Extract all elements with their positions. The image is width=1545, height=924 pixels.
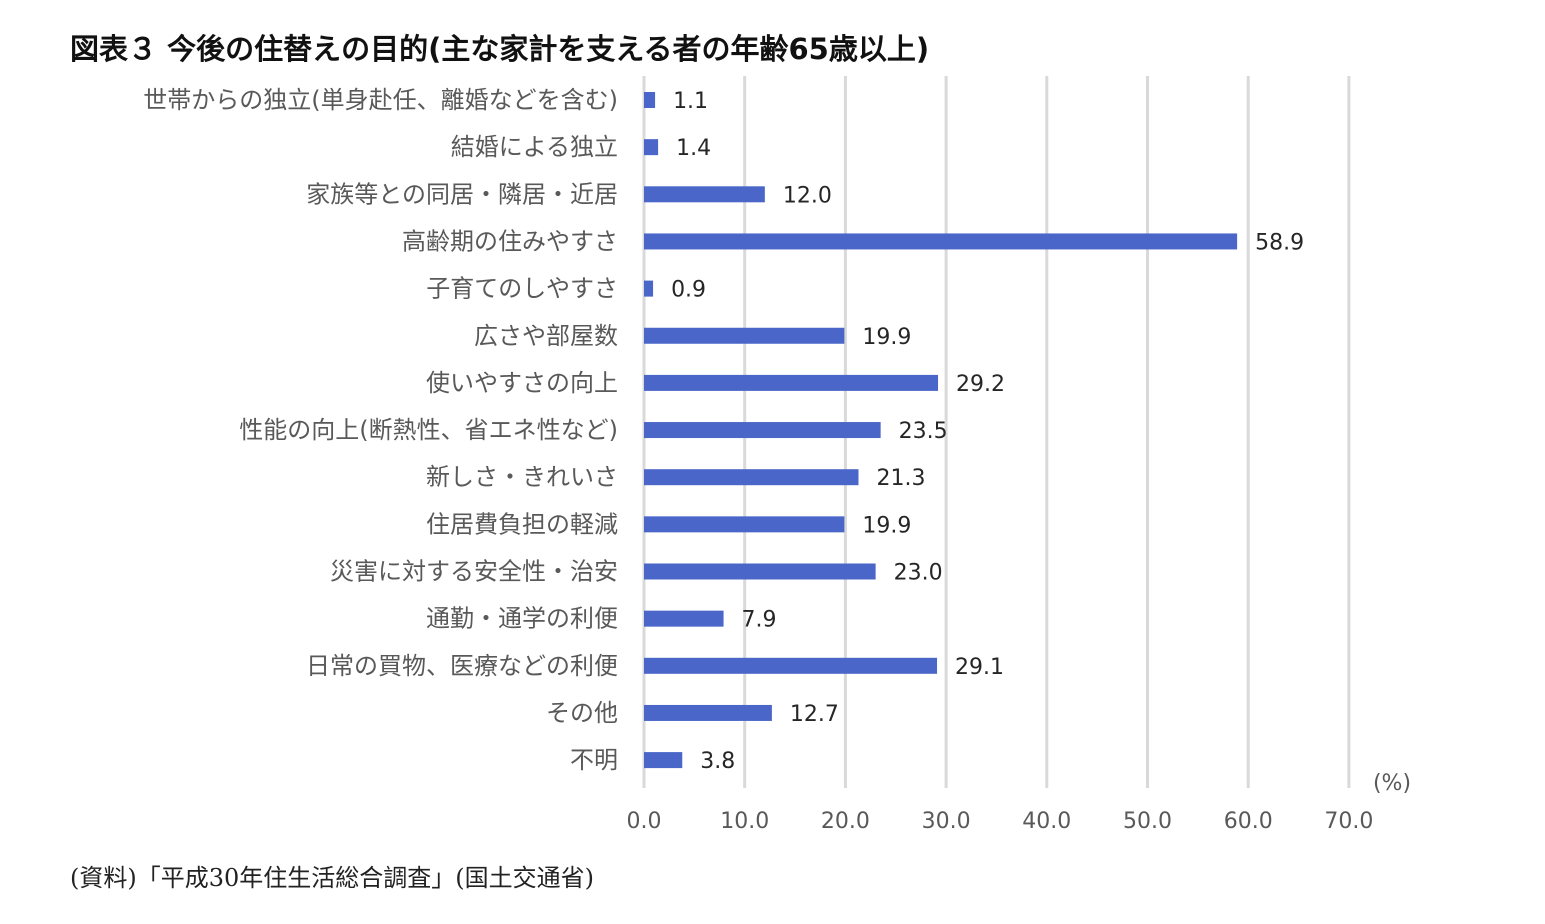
data-label: 1.4: [676, 136, 711, 161]
data-label: 19.9: [862, 513, 911, 538]
bar: [644, 280, 654, 297]
category-label: 高齢期の住みやすさ: [402, 227, 618, 255]
x-tick-label: 70.0: [1324, 809, 1373, 834]
data-label: 23.5: [899, 419, 948, 444]
category-label: 広さや部屋数: [474, 322, 618, 350]
x-tick-label: 0.0: [627, 809, 662, 834]
x-tick-label: 10.0: [720, 809, 769, 834]
value-labels: 1.1 1.4 12.0 58.9 0.9 19.9 29.2 23.5 21.3 19.9 23.…: [671, 89, 1304, 774]
bar: [644, 752, 683, 769]
chart-title: 図表３ 今後の住替えの目的(主な家計を支える者の年齢65歳以上): [70, 32, 930, 66]
bar: [644, 704, 772, 721]
data-label: 19.9: [862, 325, 911, 350]
bar-chart: 世帯からの独立(単身赴任、離婚などを含む) 結婚による独立家族等との同居・隣居・近…: [143, 76, 1411, 834]
data-label: 23.0: [894, 561, 943, 586]
category-label: 日常の買物、医療などの利便: [306, 652, 618, 680]
category-label: 性能の向上(断熱性、省エネ性など): [239, 416, 618, 444]
category-label: その他: [546, 699, 618, 727]
x-tick-label: 30.0: [922, 809, 971, 834]
bar: [644, 374, 939, 391]
bar: [644, 186, 765, 203]
bar: [644, 327, 845, 344]
bar: [644, 422, 881, 439]
bar: [644, 657, 938, 674]
data-label: 0.9: [671, 278, 706, 303]
category-label: 住居費負担の軽減: [426, 510, 618, 538]
source-note: (資料)「平成30年住生活総合調査」(国土交通省): [70, 864, 594, 892]
category-label: 不明: [570, 746, 618, 774]
category-label: 通勤・通学の利便: [426, 605, 618, 633]
data-label: 7.9: [742, 608, 777, 633]
bar: [644, 233, 1238, 250]
unit-label: (%): [1373, 771, 1411, 796]
data-label: 1.1: [673, 89, 708, 114]
x-tick-label: 50.0: [1123, 809, 1172, 834]
data-label: 58.9: [1255, 230, 1304, 255]
category-label: 世帯からの独立(単身赴任、離婚などを含む): [143, 86, 618, 114]
bar: [644, 469, 859, 486]
bar: [644, 516, 845, 533]
category-label: 子育てのしやすさ: [426, 275, 618, 303]
bar: [644, 139, 659, 156]
data-label: 29.1: [955, 655, 1004, 680]
data-label: 21.3: [876, 466, 925, 491]
data-label: 12.7: [790, 702, 839, 727]
bar: [644, 610, 724, 627]
category-labels: 世帯からの独立(単身赴任、離婚などを含む) 結婚による独立家族等との同居・隣居・近…: [143, 86, 618, 774]
category-label: 結婚による独立: [451, 133, 618, 161]
category-label: 家族等との同居・隣居・近居: [306, 180, 618, 208]
data-label: 3.8: [700, 749, 735, 774]
x-tick-label: 40.0: [1022, 809, 1071, 834]
x-axis-ticks: 0.0 10.0 20.0 30.0 40.0 50.0 60.0 70.0: [627, 809, 1374, 834]
x-tick-label: 20.0: [821, 809, 870, 834]
x-tick-label: 60.0: [1224, 809, 1273, 834]
bar: [644, 563, 876, 580]
category-label: 災害に対する安全性・治安: [330, 558, 618, 586]
data-label: 12.0: [783, 183, 832, 208]
category-label: 使いやすさの向上: [426, 369, 618, 397]
bar: [644, 92, 656, 108]
data-label: 29.2: [956, 372, 1005, 397]
bars: [644, 92, 1238, 769]
category-label: 新しさ・きれいさ: [426, 463, 618, 491]
